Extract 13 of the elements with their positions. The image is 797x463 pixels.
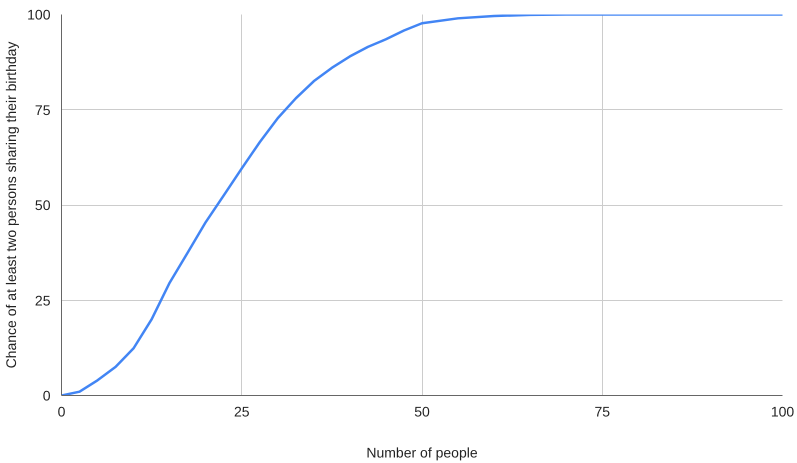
x-tick-label: 50 [414, 404, 430, 420]
y-tick-label: 0 [42, 388, 51, 404]
x-axis-title: Number of people [366, 444, 478, 460]
x-tick-label: 0 [58, 404, 66, 420]
y-tick-label: 75 [34, 102, 51, 118]
y-tick-label: 100 [27, 6, 51, 22]
y-axis-title: Chance of at least two persons sharing their birthday [3, 42, 20, 368]
y-tick-label: 50 [34, 197, 51, 213]
line-series [62, 14, 782, 396]
y-tick-label: 25 [34, 292, 51, 308]
x-tick-label: 25 [234, 404, 250, 420]
x-tick-label: 100 [770, 404, 794, 420]
x-tick-label: 75 [594, 404, 610, 420]
